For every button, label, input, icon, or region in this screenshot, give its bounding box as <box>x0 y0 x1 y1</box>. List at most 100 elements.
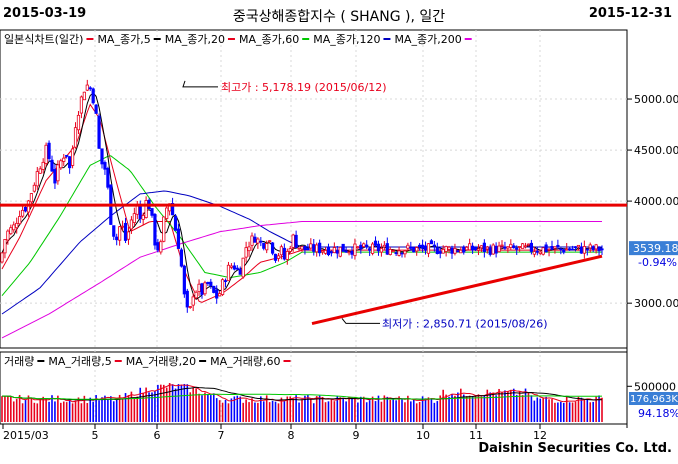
volume-legend-label: MA_거래량,5 <box>48 355 111 368</box>
last-volume-box <box>629 392 678 405</box>
candle-body <box>491 244 495 255</box>
x-tick-label: 8 <box>288 429 295 442</box>
candle-body <box>341 243 345 252</box>
candle-body <box>485 246 489 250</box>
candle-body <box>418 244 422 248</box>
candle-body <box>206 282 210 285</box>
candle-body <box>103 162 107 170</box>
candle-body <box>397 250 401 256</box>
candle-body <box>579 246 584 254</box>
candle-body <box>182 265 186 295</box>
candle-body <box>88 87 92 90</box>
candle-body <box>300 246 304 250</box>
x-tick-label: 2015/03 <box>3 429 49 442</box>
candle-body <box>462 247 466 253</box>
candle-body <box>265 243 269 251</box>
brand-footer: Daishin Securities Co. Ltd. <box>478 441 672 456</box>
candle-body <box>435 247 439 255</box>
candle-body <box>91 88 95 104</box>
candle-body <box>523 245 528 248</box>
candle-body <box>100 148 104 165</box>
candle-body <box>526 243 531 246</box>
candle-body <box>509 243 513 248</box>
candle-body <box>50 159 54 172</box>
candle-body <box>394 252 398 255</box>
candle-body <box>506 246 510 249</box>
price-legend-label: MA_종가,60 <box>239 33 299 46</box>
candle-body <box>82 91 86 101</box>
candle-body <box>470 245 475 251</box>
candle-body <box>529 242 534 252</box>
volume-legend-label: MA_거래량,60 <box>210 355 280 368</box>
y-tick-label: 3000.00 <box>634 297 678 310</box>
candle-body <box>547 248 551 251</box>
candle-body <box>79 96 84 114</box>
candle-body <box>194 291 198 299</box>
candle-body <box>426 243 431 254</box>
candle-body <box>173 216 178 231</box>
candle-body <box>232 265 236 270</box>
candle-body <box>223 280 228 282</box>
candle-body <box>185 290 189 308</box>
candle-body <box>268 240 272 243</box>
candle-body <box>73 127 78 148</box>
candle-body <box>247 246 251 252</box>
price-legend-label: MA_종가,20 <box>165 33 225 46</box>
candle-body <box>438 251 442 254</box>
candle-body <box>35 171 39 187</box>
candle-body <box>159 241 163 253</box>
candle-body <box>106 167 110 188</box>
volume-legend-label: 거래량 <box>4 355 34 368</box>
candle-body <box>212 285 216 293</box>
candle-body <box>297 247 301 250</box>
price-legend-label: MA_종가,120 <box>313 33 380 46</box>
candle-body <box>306 248 310 251</box>
candle-body <box>565 248 569 251</box>
x-tick-label: 9 <box>353 429 360 442</box>
candle-body <box>412 247 416 253</box>
candle-body <box>450 247 454 254</box>
candle-body <box>497 245 501 253</box>
high-pointer <box>182 80 218 88</box>
candle-body <box>65 154 69 157</box>
last-price-box <box>629 241 678 256</box>
candle-body <box>179 249 184 267</box>
candle-body <box>518 246 522 248</box>
high-annotation: 최고가 : 5,178.19 (2015/06/12) <box>221 81 387 94</box>
volume-legend-label: MA_거래량,20 <box>126 355 196 368</box>
candle-body <box>85 84 89 91</box>
candle-body <box>600 248 604 251</box>
candle-body <box>591 246 595 250</box>
candle-body <box>229 265 234 268</box>
price-panel <box>0 29 628 349</box>
candle-body <box>456 250 460 253</box>
candle-body <box>312 244 316 252</box>
candle-body <box>479 245 484 249</box>
candle-body <box>515 247 519 250</box>
support-trendline <box>311 254 603 326</box>
candle-body <box>203 282 207 295</box>
volume-ratio-label: 94.18% <box>638 407 678 420</box>
candle-body <box>541 247 545 255</box>
candle-body <box>582 246 586 254</box>
candle-body <box>500 244 504 247</box>
candle-body <box>188 306 192 308</box>
candle-body <box>309 243 313 249</box>
candle-body <box>38 168 42 174</box>
candle-body <box>70 148 75 166</box>
candle-body <box>276 255 281 259</box>
candle-body <box>562 249 566 253</box>
candle-body <box>62 157 66 162</box>
candle-body <box>20 209 25 217</box>
x-tick-label: 5 <box>92 429 99 442</box>
candle-body <box>494 245 498 254</box>
candle-body <box>423 245 428 251</box>
candle-body <box>120 225 125 228</box>
candle-body <box>465 246 469 251</box>
x-tick-label: 11 <box>469 429 483 442</box>
candle-body <box>553 246 557 249</box>
candle-body <box>347 251 351 254</box>
candle-body <box>29 193 34 203</box>
x-tick-label: 10 <box>416 429 430 442</box>
